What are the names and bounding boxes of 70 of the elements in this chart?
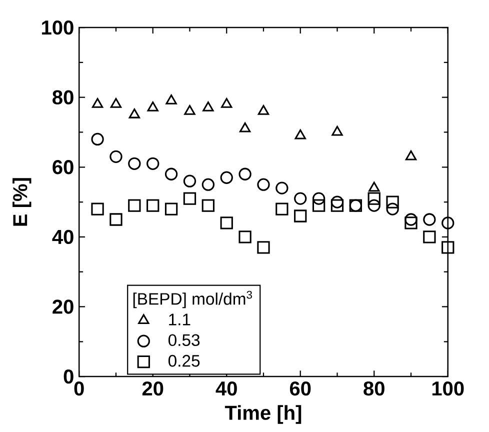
point <box>332 126 343 136</box>
point <box>183 192 196 205</box>
legend-label: 0.53 <box>168 334 200 346</box>
x-tick-label: 100 <box>432 381 464 396</box>
point <box>128 198 141 212</box>
x-tick-label: 80 <box>364 381 384 396</box>
point <box>276 202 288 216</box>
y-tick-label: 40 <box>52 230 74 244</box>
point <box>368 182 380 192</box>
point <box>386 202 399 216</box>
y-axis-title: E [%] <box>12 178 32 226</box>
point <box>368 192 380 205</box>
point <box>294 192 307 205</box>
x-tick-label: 20 <box>142 381 164 396</box>
y-tick-label: 80 <box>52 90 74 104</box>
point <box>276 182 288 194</box>
y-tick-label: 100 <box>42 20 74 34</box>
point <box>110 150 122 163</box>
point <box>164 168 178 180</box>
y-tick-label: 0 <box>64 369 74 384</box>
point <box>238 230 252 244</box>
point <box>146 198 160 212</box>
point <box>238 168 252 180</box>
point <box>110 98 122 108</box>
point <box>128 157 141 170</box>
x-tick-label: 0 <box>74 381 84 396</box>
x-tick-label: 40 <box>216 381 237 396</box>
point <box>239 122 251 132</box>
point <box>184 104 196 115</box>
point <box>164 202 178 216</box>
point <box>404 212 418 226</box>
point <box>220 171 233 184</box>
point <box>146 157 160 170</box>
point <box>257 240 270 254</box>
y-tick-label: 60 <box>52 160 74 174</box>
legend-title: [BEPD] mol/dm$^{3}$ <box>133 290 252 308</box>
legend-label: 1.1 <box>169 313 190 325</box>
point <box>442 240 454 254</box>
point <box>221 98 232 108</box>
point <box>110 212 122 226</box>
point <box>202 101 214 112</box>
point <box>257 178 270 191</box>
point <box>442 216 454 230</box>
legend-label: 0.25 <box>168 354 200 367</box>
point <box>312 198 326 212</box>
point <box>404 216 418 230</box>
point <box>220 216 233 230</box>
y-tick-label: 20 <box>52 299 74 314</box>
point <box>294 129 306 140</box>
point <box>91 132 104 146</box>
point <box>92 98 104 108</box>
point <box>202 198 214 212</box>
point <box>423 212 436 226</box>
point <box>330 195 344 208</box>
point <box>183 174 196 188</box>
x-tick-label: 60 <box>290 381 311 396</box>
point <box>166 94 177 104</box>
point <box>258 104 270 115</box>
point <box>147 101 158 112</box>
point <box>386 195 399 208</box>
point <box>128 108 140 118</box>
point <box>423 230 436 244</box>
point <box>368 198 380 212</box>
point <box>294 209 307 222</box>
point <box>405 150 417 160</box>
point <box>91 202 104 216</box>
x-axis-title: Time [h] <box>224 404 302 424</box>
point <box>202 178 214 191</box>
point <box>312 192 326 205</box>
point <box>330 198 344 212</box>
